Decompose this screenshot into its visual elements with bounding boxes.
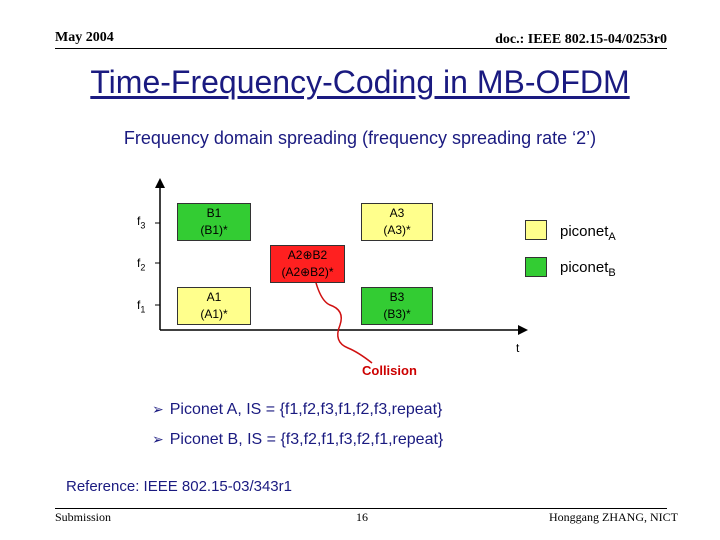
footer-author: Honggang ZHANG, NICT: [549, 510, 678, 524]
block-a3-symbol: A3: [389, 206, 405, 220]
reference-note: Reference: IEEE 802.15-03/343r1: [66, 478, 292, 495]
block-b1-symbol: B1: [206, 206, 222, 220]
bullet-piconet-a: ➢ Piconet A, IS = {f1,f2,f3,f1,f2,f3,repe…: [152, 401, 442, 419]
block-b1-conjugate: (B1)*: [200, 223, 228, 237]
slide-subtitle: Frequency domain spreading (frequency sp…: [123, 128, 597, 148]
footer-submission: Submission: [55, 510, 112, 524]
footer-page-number: 16: [356, 510, 368, 524]
header-divider: [55, 48, 667, 49]
legend-label-piconet-a: piconetA: [560, 223, 616, 243]
y-axis-arrow: [155, 178, 165, 188]
bullet-arrow-icon: ➢: [152, 401, 164, 417]
block-b3-symbol: B3: [389, 290, 405, 304]
collision-pointer: [311, 264, 373, 364]
block-a1-symbol: A1: [206, 290, 222, 304]
x-label-t: t: [516, 341, 520, 355]
block-a3-conjugate: (A3)*: [383, 223, 411, 237]
block-a1-conjugate: (A1)*: [200, 307, 228, 321]
slide-title: Time-Frequency-Coding in MB-OFDM: [90, 64, 630, 100]
block-a3: A3 (A3)*: [361, 203, 433, 241]
legend-label-piconet-b: piconetB: [560, 259, 616, 279]
block-a2-xor-b2: A2⊕B2 (A2⊕B2)*: [270, 245, 345, 283]
header-doc-id: doc.: IEEE 802.15-04/0253r0: [495, 32, 667, 47]
bullet-arrow-icon: ➢: [152, 431, 164, 447]
legend-swatch-piconet-a: [525, 220, 547, 240]
block-a1: A1 (A1)*: [177, 287, 251, 325]
y-label-f2: f2: [137, 256, 146, 273]
block-b3: B3 (B3)*: [361, 287, 433, 325]
bullet-piconet-b: ➢ Piconet B, IS = {f3,f2,f1,f3,f2,f1,repe…: [152, 431, 443, 449]
header-date: May 2004: [55, 30, 114, 45]
x-axis-arrow: [518, 325, 528, 335]
block-b1: B1 (B1)*: [177, 203, 251, 241]
legend-swatch-piconet-b: [525, 257, 547, 277]
block-a2-xor-b2-symbol: A2⊕B2: [287, 248, 328, 262]
block-a2-xor-b2-conjugate: (A2⊕B2)*: [281, 265, 334, 279]
footer-divider: [55, 508, 667, 509]
collision-label: Collision: [362, 363, 417, 378]
y-label-f3: f3: [137, 214, 146, 231]
bullet-piconet-a-text: Piconet A, IS = {f1,f2,f3,f1,f2,f3,repea…: [169, 401, 443, 418]
bullet-piconet-b-text: Piconet B, IS = {f3,f2,f1,f3,f2,f1,repea…: [169, 431, 444, 448]
y-label-f1: f1: [137, 298, 146, 315]
block-b3-conjugate: (B3)*: [383, 307, 411, 321]
